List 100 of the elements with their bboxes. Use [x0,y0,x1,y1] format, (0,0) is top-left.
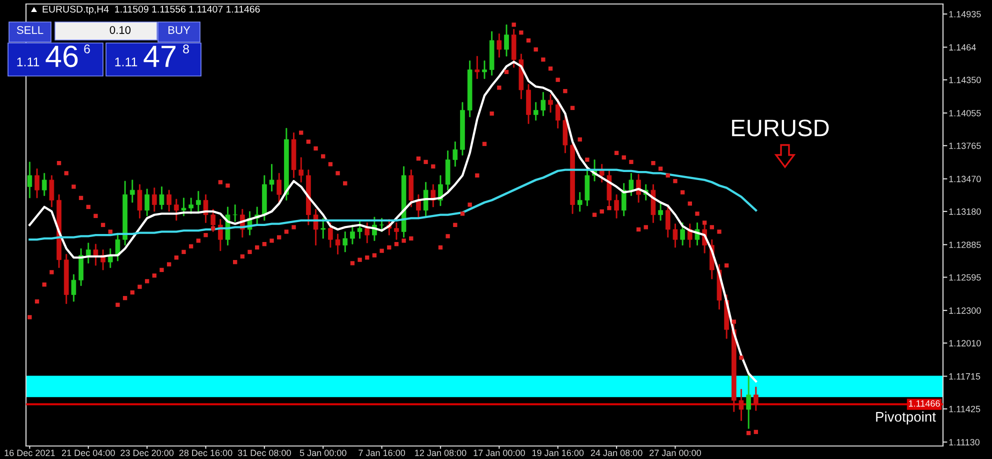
annotation: 1.11 [115,58,138,66]
candlestick [130,180,135,203]
candlestick [754,386,758,411]
x-tick-label: 16 Dec 2021 [4,450,55,456]
y-tick-label: 1.12300 [949,307,981,314]
y-tick-label: 1.13470 [949,176,981,182]
candlestick [408,170,414,208]
y-tick-label: 1.11425 [949,406,980,412]
candlestick [650,184,656,223]
candlestick [276,172,282,203]
y-tick-label: 1.13765 [949,142,981,149]
annotation: 1.11 [17,58,40,66]
y-tick-label: 1.12595 [949,274,981,281]
candlestick [350,224,355,244]
candlestick [262,175,267,221]
candlestick [533,102,538,121]
candlestick [342,231,348,252]
x-tick-label: 12 Jan 08:00 [415,450,466,456]
candlestick [732,324,736,412]
annotation: 47 [144,46,176,67]
x-tick-label: 27 Jan 00:00 [650,450,701,456]
candlestick [78,248,84,286]
candlestick [144,188,150,216]
x-tick-label: 17 Jan 00:00 [474,450,525,456]
candlestick [526,84,531,124]
candlestick [467,60,472,118]
candlestick [482,60,487,79]
candlestick [166,190,172,212]
annotation: 6 [84,44,90,54]
candlestick [49,175,54,208]
candlestick [188,198,194,214]
annotation: Pivotpoint [876,412,936,424]
y-tick-label: 1.14055 [949,110,981,116]
x-tick-label: 19 Jan 16:00 [532,450,584,456]
candlestick [64,254,69,304]
candlestick [328,222,333,248]
candlestick [364,222,370,244]
y-tick-label: 1.13180 [949,208,981,215]
candlestick [452,141,458,167]
candlestick [159,186,164,210]
y-tick-label: 1.1464 [949,44,976,51]
candlestick [291,132,296,178]
candlestick [93,244,98,266]
candlestick [335,234,340,254]
candlestick [584,168,590,206]
candlestick [86,242,91,264]
candlestick [445,150,450,190]
candlestick [181,198,186,216]
candlestick [122,180,128,246]
candlestick [746,372,752,429]
candlestick [152,188,157,212]
candlestick [577,192,582,212]
candlestick [548,94,553,113]
candlestick [540,92,546,116]
ref-line-label: 1.11466 [908,400,940,407]
candlestick [394,222,399,240]
candlestick [423,182,428,216]
candlestick [496,33,502,58]
y-tick-label: 1.11130 [949,439,980,446]
candlestick [460,102,465,156]
candlestick [474,56,480,79]
x-tick-label: 28 Dec 16:00 [179,450,232,456]
annotation: SELL [16,26,44,34]
candlestick [34,168,40,198]
candlestick [232,204,238,222]
candlestick [174,198,179,221]
y-tick-label: 1.12885 [949,242,981,248]
candlestick [570,139,575,214]
x-tick-label: 24 Jan 08:00 [590,450,642,456]
candlestick [680,222,685,246]
annotation: 8 [183,44,189,54]
annotation: BUY [168,26,190,34]
candlestick [738,388,744,421]
candlestick [489,31,494,76]
y-tick-label: 1.14350 [949,76,981,84]
x-tick-label: 23 Dec 20:00 [120,450,174,456]
annotation: EURUSD [732,120,829,136]
candlestick [137,184,142,218]
candlestick [628,172,634,196]
x-tick-label: 7 Jan 16:00 [358,450,406,456]
annotation: 46 [46,46,78,68]
x-tick-label: 5 Jan 00:00 [300,450,346,456]
candlestick [614,194,619,218]
y-tick-label: 1.12010 [949,340,981,346]
candlestick [71,274,76,302]
annotation: 0.10 [110,26,131,34]
candlestick [42,172,47,196]
chart-title: EURUSD.tp,H4 1.11509 1.11556 1.11407 1.11466 [42,6,260,15]
candlestick [658,202,663,221]
candlestick [672,224,678,248]
candlestick [196,190,201,212]
candlestick [298,157,304,182]
y-tick-label: 1.11715 [949,373,980,380]
line-series [28,168,758,241]
x-tick-label: 21 Dec 04:00 [62,450,115,456]
candlestick [320,218,326,239]
candlestick [504,24,509,56]
candlestick [511,28,516,68]
candlestick [284,128,289,200]
candlestick [555,98,560,128]
